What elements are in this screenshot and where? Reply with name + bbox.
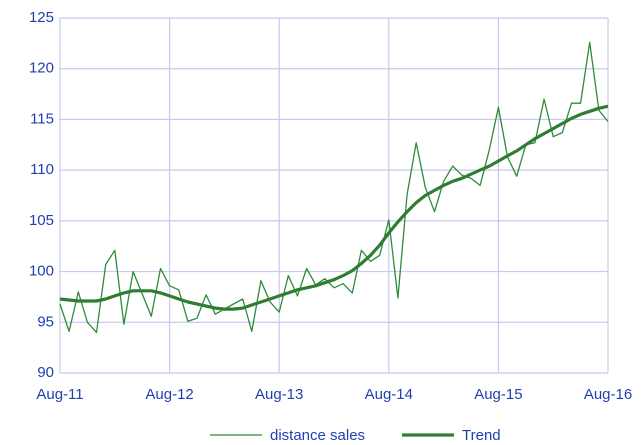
x-tick-label: Aug-14	[365, 386, 413, 403]
line-series	[59, 41, 609, 334]
x-tick-label: Aug-15	[474, 386, 522, 403]
x-tick-label: Aug-13	[255, 386, 303, 403]
x-tick-label: Aug-12	[145, 386, 193, 403]
x-tick-label: Aug-11	[36, 386, 83, 403]
line-series	[59, 104, 609, 311]
y-tick-label: 90	[37, 364, 54, 381]
legend-label: Trend	[462, 427, 501, 444]
x-tick-label: Aug-16	[584, 386, 632, 403]
y-tick-label: 95	[37, 313, 54, 330]
y-tick-label: 105	[29, 212, 54, 229]
y-tick-label: 120	[29, 60, 54, 77]
y-tick-label: 100	[29, 263, 54, 280]
legend-label: distance sales	[270, 427, 365, 444]
y-tick-label: 125	[29, 9, 54, 26]
y-tick-label: 110	[30, 161, 54, 178]
legend: distance sales Trend	[210, 427, 501, 444]
y-tick-label: 115	[30, 110, 54, 127]
